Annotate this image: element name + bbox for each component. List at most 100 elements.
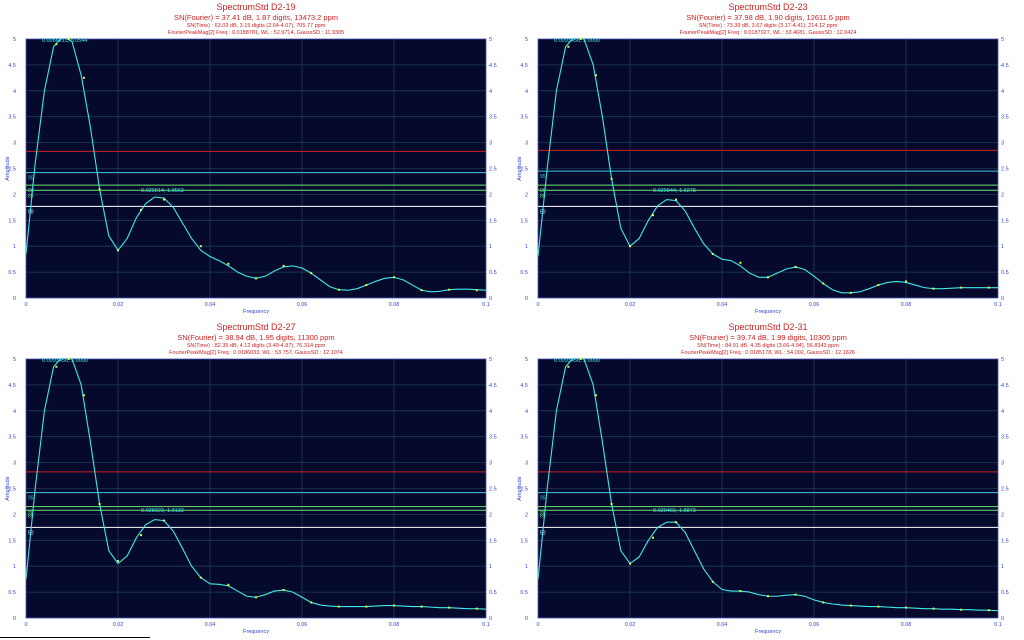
y-tick-label: 2 bbox=[525, 512, 528, 518]
data-point-marker bbox=[199, 245, 202, 248]
y-tick-label-right: 4 bbox=[1001, 409, 1004, 415]
data-point-marker bbox=[960, 608, 963, 611]
y-tick-label-right: 0 bbox=[1001, 616, 1004, 622]
data-point-marker bbox=[610, 503, 613, 506]
threshold-tag: 85 bbox=[28, 513, 34, 519]
y-tick-label: 5 bbox=[525, 37, 528, 43]
threshold-tag: 85 bbox=[540, 193, 546, 199]
y-tick-label: 1 bbox=[13, 564, 16, 570]
data-point-marker bbox=[98, 188, 101, 191]
data-point-marker bbox=[567, 45, 570, 48]
data-point-marker bbox=[448, 606, 451, 609]
data-point-marker bbox=[365, 284, 368, 287]
data-point-marker bbox=[420, 605, 423, 608]
chart-title: SpectrumStd D2-23 bbox=[728, 2, 808, 12]
y-tick-label-right: 4 bbox=[489, 89, 492, 95]
y-tick-label-right: 3.5 bbox=[1001, 435, 1009, 441]
data-point-marker bbox=[67, 358, 70, 360]
x-axis-label: Frequency bbox=[243, 629, 269, 635]
data-point-marker bbox=[140, 534, 142, 537]
data-point-marker bbox=[987, 286, 990, 289]
y-tick-label: 1.5 bbox=[8, 538, 16, 544]
data-point-marker bbox=[163, 519, 165, 522]
x-tick-label: 0.08 bbox=[389, 302, 400, 308]
y-tick-label: 0.5 bbox=[520, 590, 528, 596]
chart-subtitle3: FourierPeakMag[2] Freq : 0.0186033, WL :… bbox=[169, 350, 343, 356]
y-tick-label-right: 4.5 bbox=[489, 63, 497, 69]
plot-svg: 0 0.02 0.04 0.06 0.08 0.10 00.5 0.51 11.5 1.52 22.… bbox=[517, 37, 1009, 315]
threshold-tag: 85 bbox=[28, 193, 34, 199]
y-tick-label: 0.5 bbox=[520, 270, 528, 276]
data-point-marker bbox=[393, 604, 395, 607]
y-tick-label: 4.5 bbox=[8, 63, 16, 69]
chart-title: SpectrumStd D2-27 bbox=[216, 322, 296, 332]
chart-subtitle1: SN(Fourier) = 37.98 dB, 1.90 digits, 126… bbox=[686, 13, 850, 22]
y-tick-label: 0.5 bbox=[8, 270, 16, 276]
threshold-tag: 95 bbox=[28, 496, 34, 502]
y-tick-label: 4 bbox=[13, 89, 16, 95]
data-point-marker bbox=[199, 576, 202, 579]
x-tick-label: 0.1 bbox=[994, 302, 1002, 308]
x-tick-label: 0.08 bbox=[389, 622, 400, 628]
data-point-marker bbox=[393, 276, 395, 279]
x-tick-label: 0.02 bbox=[113, 302, 124, 308]
y-tick-label-right: 3.5 bbox=[489, 435, 497, 441]
chart-panel: SpectrumStd D2-23 SN(Fourier) = 37.98 dB,… bbox=[512, 0, 1024, 320]
plot-svg: 0 0.02 0.04 0.06 0.08 0.10 00.5 0.51 11.5 1.52 22.… bbox=[5, 357, 497, 635]
data-point-marker bbox=[739, 261, 742, 264]
plot-frame bbox=[25, 358, 487, 619]
y-tick-label: 0 bbox=[13, 616, 16, 622]
chart-subtitle3: FourierPeakMag[2] Freq : 0.0185178, WL :… bbox=[681, 350, 855, 356]
peak-label: 0.0093456, 5.0000 bbox=[554, 38, 600, 44]
data-point-marker bbox=[675, 521, 677, 524]
y-tick-label-right: 2 bbox=[1001, 192, 1004, 198]
y-tick-label-right: 2 bbox=[489, 192, 492, 198]
y-tick-label-right: 3 bbox=[1001, 141, 1004, 147]
data-point-marker bbox=[652, 214, 654, 217]
chart-subtitle2: SN(Time) : 73.39 dB, 3.67 digits (3.17-4… bbox=[698, 23, 838, 29]
data-point-marker bbox=[475, 289, 478, 292]
threshold-tag: 90 bbox=[540, 510, 546, 516]
y-tick-label-right: 5 bbox=[489, 37, 492, 43]
y-tick-label: 3 bbox=[13, 461, 16, 467]
threshold-tag: 85 bbox=[540, 513, 546, 519]
y-tick-label-right: 0.5 bbox=[489, 270, 497, 276]
x-tick-label: 0.06 bbox=[809, 622, 820, 628]
x-tick-label: 0 bbox=[536, 302, 539, 308]
data-point-marker bbox=[227, 583, 230, 586]
plot-svg: 0 0.02 0.04 0.06 0.08 0.10 00.5 0.51 11.5 1.52 22.… bbox=[517, 357, 1009, 635]
data-point-marker bbox=[905, 280, 907, 283]
data-point-marker bbox=[594, 394, 597, 397]
plot-frame bbox=[537, 38, 999, 299]
y-tick-label: 0 bbox=[525, 616, 528, 622]
y-tick-label: 2.5 bbox=[8, 167, 16, 173]
data-point-marker bbox=[163, 198, 165, 201]
peak-label: 0.0093456, 5.0000 bbox=[42, 358, 88, 364]
data-point-marker bbox=[822, 282, 825, 285]
y-tick-label-right: 5 bbox=[489, 357, 492, 363]
data-point-marker bbox=[255, 277, 257, 280]
y-tick-label: 2.5 bbox=[520, 167, 528, 173]
threshold-tag: 95 bbox=[540, 496, 546, 502]
y-tick-label: 2.5 bbox=[520, 487, 528, 493]
y-tick-label: 1 bbox=[525, 244, 528, 250]
data-point-marker bbox=[849, 291, 852, 294]
x-tick-label: 0.04 bbox=[717, 622, 728, 628]
y-tick-label: 5 bbox=[525, 357, 528, 363]
y-tick-label-right: 1.5 bbox=[489, 218, 497, 224]
y-tick-label: 3.5 bbox=[8, 435, 16, 441]
y-tick-label-right: 4.5 bbox=[1001, 383, 1009, 389]
x-tick-label: 0.02 bbox=[113, 622, 124, 628]
data-point-marker bbox=[767, 276, 769, 279]
chart-subtitle1: SN(Fourier) = 39.74 dB, 1.99 digits, 103… bbox=[689, 333, 847, 342]
y-tick-label-right: 1 bbox=[489, 564, 492, 570]
y-tick-label-right: 0.5 bbox=[489, 590, 497, 596]
y-tick-label: 3.5 bbox=[520, 435, 528, 441]
y-tick-label: 4 bbox=[13, 409, 16, 415]
y-tick-label: 3.5 bbox=[520, 115, 528, 121]
y-tick-label: 0 bbox=[525, 296, 528, 302]
y-tick-label: 4.5 bbox=[520, 383, 528, 389]
y-tick-label-right: 2.5 bbox=[1001, 487, 1009, 493]
chart-subtitle1: SN(Fourier) = 37.41 dB, 1.87 digits, 134… bbox=[173, 13, 339, 22]
threshold-tag: 90 bbox=[28, 510, 34, 516]
